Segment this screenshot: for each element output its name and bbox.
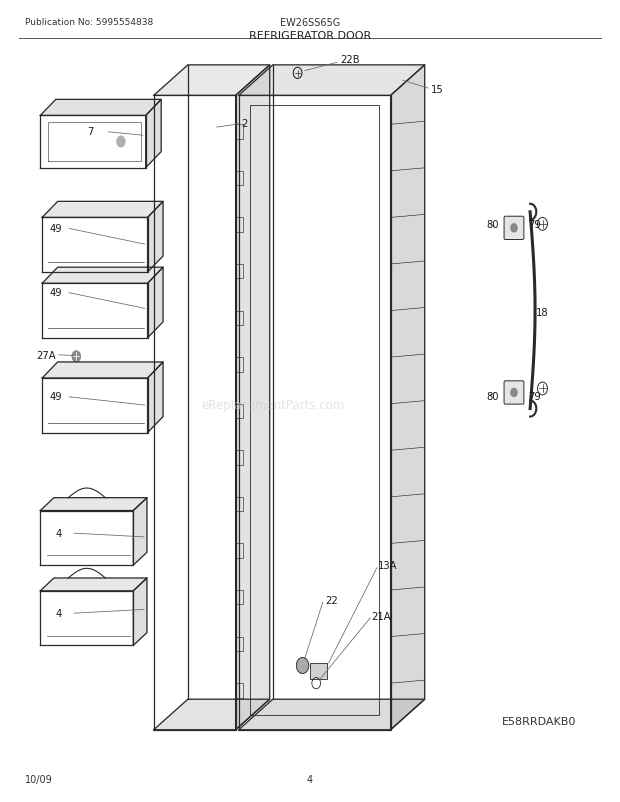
Text: 22B: 22B [340,55,360,65]
Polygon shape [42,363,163,379]
FancyBboxPatch shape [504,382,524,404]
Polygon shape [239,66,425,96]
Polygon shape [133,578,147,646]
Text: 49: 49 [50,288,62,298]
Polygon shape [40,498,147,511]
Circle shape [296,658,309,674]
Polygon shape [40,100,161,116]
Text: 4: 4 [56,529,62,538]
Circle shape [511,389,517,397]
Text: Publication No: 5995554838: Publication No: 5995554838 [25,18,153,27]
Text: E58RRDAKB0: E58RRDAKB0 [502,716,577,726]
Text: 49: 49 [50,392,62,402]
Circle shape [117,137,125,148]
Polygon shape [148,202,163,273]
Text: 80: 80 [487,220,499,229]
Text: 80: 80 [487,392,499,402]
Text: 4: 4 [307,775,313,784]
Text: 22: 22 [326,595,338,605]
Polygon shape [40,578,147,591]
Text: 4: 4 [56,609,62,618]
Text: 13A: 13A [378,561,397,570]
Text: 27A: 27A [37,350,56,360]
Polygon shape [133,498,147,565]
Polygon shape [42,268,163,284]
Text: 15: 15 [431,85,443,95]
Polygon shape [146,100,161,168]
Text: 7: 7 [87,128,93,137]
Text: 18: 18 [536,308,549,318]
Bar [310,663,327,679]
Polygon shape [154,699,270,730]
Polygon shape [148,268,163,338]
Text: 79: 79 [528,392,541,402]
Text: eReplacementParts.com: eReplacementParts.com [201,399,345,411]
Circle shape [72,351,81,363]
Text: 10/09: 10/09 [25,775,53,784]
Text: 79: 79 [528,220,541,229]
Text: 49: 49 [50,224,62,233]
Polygon shape [42,202,163,218]
Polygon shape [148,363,163,433]
FancyBboxPatch shape [504,217,524,240]
Text: REFRIGERATOR DOOR: REFRIGERATOR DOOR [249,30,371,40]
Text: 21A: 21A [371,611,391,621]
Polygon shape [391,66,425,730]
Polygon shape [239,699,425,730]
Text: EW26SS65G: EW26SS65G [280,18,340,28]
Polygon shape [236,66,270,730]
Circle shape [511,225,517,233]
Polygon shape [154,66,270,96]
Text: 2: 2 [242,119,248,129]
